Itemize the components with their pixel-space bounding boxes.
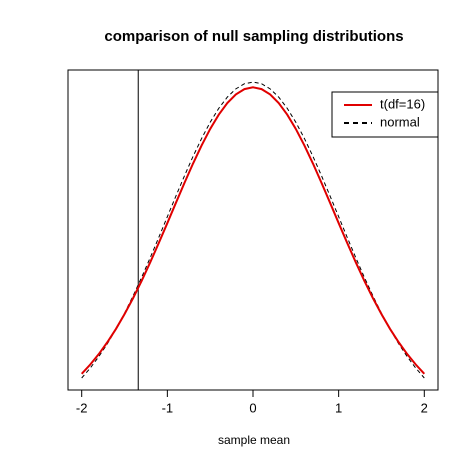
x-axis-label: sample mean [218, 433, 290, 447]
x-tick-label: 0 [249, 400, 256, 415]
chart-title: comparison of null sampling distribution… [104, 28, 403, 45]
legend-label: normal [380, 114, 420, 129]
x-tick-label: -2 [76, 400, 88, 415]
line-series [80, 86, 426, 375]
legend-label: t(df=16) [380, 96, 425, 111]
x-tick-label: 1 [335, 400, 342, 415]
x-tick-label: -1 [162, 400, 174, 415]
x-tick-label: 2 [421, 400, 428, 415]
legend-box [331, 91, 439, 138]
